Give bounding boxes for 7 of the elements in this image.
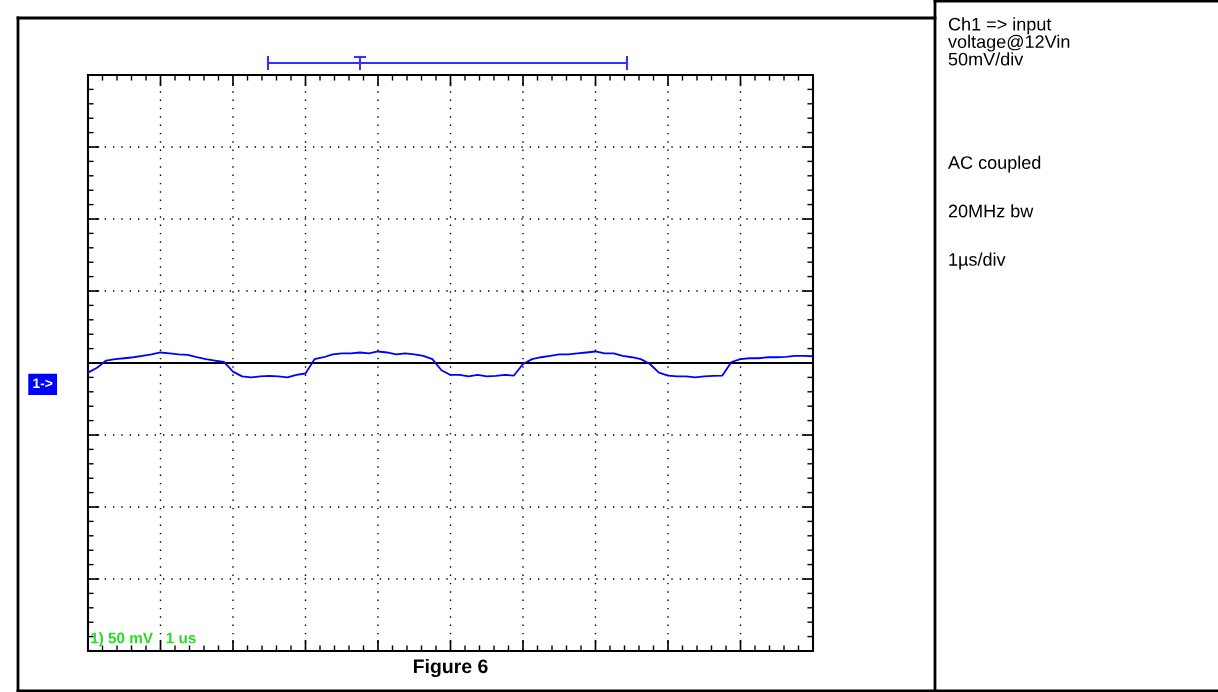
text: AC coupled bbox=[948, 155, 1041, 173]
text: 1-> bbox=[33, 378, 53, 388]
text: Ch1 => input voltage@12Vin 50mV/div bbox=[948, 17, 1070, 66]
text: Figure 6 bbox=[413, 658, 488, 678]
text: 1) 50 mV 1 us bbox=[91, 632, 196, 647]
text: 20MHz bw bbox=[948, 204, 1034, 218]
text: 1µs/div bbox=[949, 252, 1006, 270]
